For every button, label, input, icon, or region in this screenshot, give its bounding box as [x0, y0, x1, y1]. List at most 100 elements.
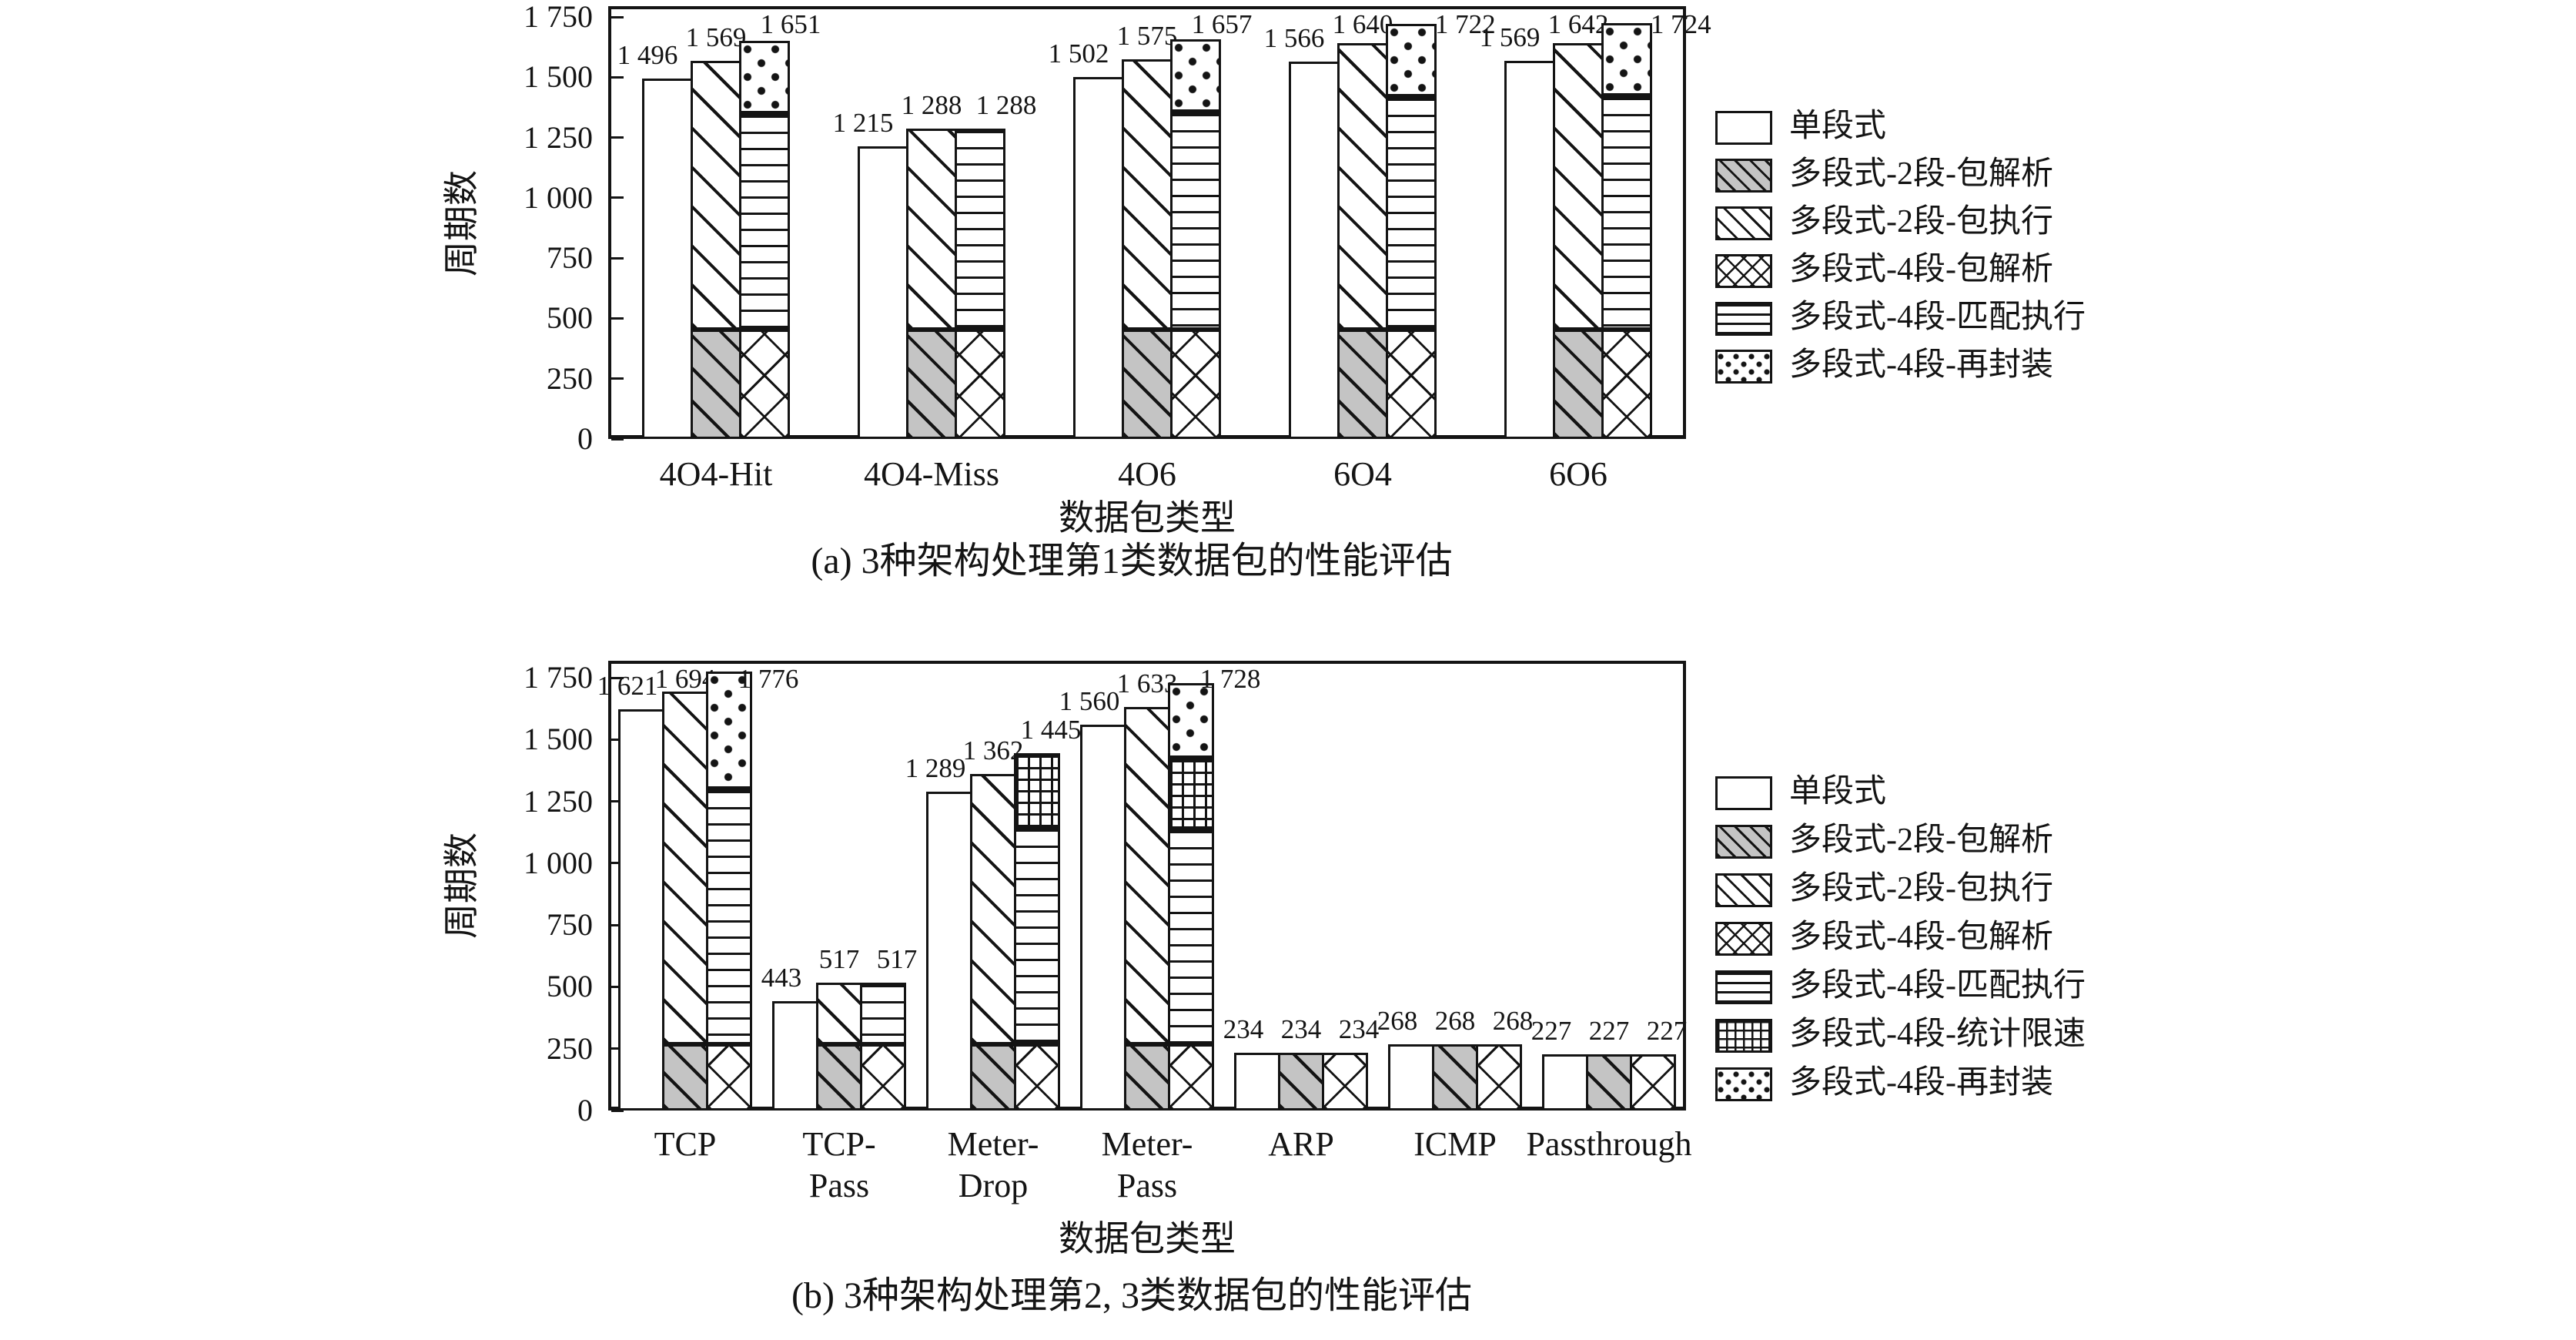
- legend-item-label: 多段式-4段-再封装: [1789, 347, 2053, 383]
- bar-segment-grid: [1014, 752, 1060, 828]
- bar-segment-diag: [1337, 43, 1388, 330]
- legend-item-label: 多段式-4段-匹配执行: [1789, 968, 2086, 1003]
- y-tick-mark: [611, 256, 624, 260]
- bar-value-label: 1 445: [1020, 714, 1082, 745]
- bar-value-label: 227: [1646, 1016, 1688, 1047]
- figure-caption-a: (a) 3种架构处理第1类数据包的性能评估: [811, 541, 1453, 581]
- bar-segment-plain: [642, 78, 693, 439]
- bar-value-label: 227: [1588, 1016, 1630, 1047]
- bar-segment-cross: [706, 1044, 752, 1111]
- bar-segment-diag: [906, 128, 957, 330]
- y-tick-mark: [611, 1109, 624, 1112]
- y-tick-label: 1 000: [524, 179, 593, 215]
- legend-item-label: 多段式-4段-匹配执行: [1789, 300, 2086, 335]
- bar-segment-grid: [1168, 758, 1214, 829]
- category-label: Meter-: [947, 1125, 1039, 1163]
- bar-segment-plain: [1542, 1054, 1588, 1111]
- bar-segment-diag: [1122, 59, 1173, 330]
- bar-segment-plain: [618, 709, 664, 1111]
- bar-segment-plain: [858, 146, 908, 439]
- bar-segment-gray-diag: [691, 329, 741, 439]
- bar-segment-diag: [816, 982, 862, 1044]
- legend-swatch-diag-icon: [1715, 206, 1772, 240]
- bar-value-label: 227: [1531, 1016, 1572, 1047]
- category-label: 4O4-Hit: [659, 455, 773, 493]
- bar-segment-plain: [1234, 1052, 1280, 1111]
- bar-segment-cross: [1170, 329, 1221, 439]
- bar-segment-plain: [1080, 725, 1126, 1111]
- y-tick-label: 1 750: [524, 660, 593, 695]
- category-label: TCP-: [802, 1125, 876, 1163]
- bar-segment-cross: [1386, 329, 1437, 439]
- bar-segment-gray-diag: [662, 1044, 708, 1111]
- bar-value-label: 517: [818, 943, 860, 974]
- legend-swatch-cross-icon: [1715, 922, 1772, 956]
- legend-swatch-diag-icon: [1715, 873, 1772, 907]
- y-tick-mark: [611, 676, 624, 679]
- legend-swatch-plain-icon: [1715, 776, 1772, 810]
- bar-segment-hlines: [739, 113, 790, 330]
- category-label: ARP: [1268, 1125, 1334, 1163]
- bar-value-label: 234: [1338, 1013, 1380, 1044]
- legend-item-label: 多段式-2段-包解析: [1789, 156, 2053, 192]
- legend-swatch-gray-diag-icon: [1715, 159, 1772, 193]
- y-tick-mark: [611, 1047, 624, 1050]
- bar-segment-gray-diag: [906, 329, 957, 439]
- bar-segment-gray-diag: [1586, 1054, 1632, 1111]
- bar-value-label: 1 633: [1116, 668, 1178, 698]
- bar-segment-plain: [1073, 76, 1124, 439]
- y-tick-label: 1 750: [524, 0, 593, 34]
- bar-segment-diag: [691, 60, 741, 330]
- legend-item-label: 多段式-4段-再封装: [1789, 1065, 2053, 1100]
- legend-item-label: 多段式-4段-包解析: [1789, 252, 2053, 287]
- y-tick-mark: [611, 985, 624, 988]
- bar-value-label: 1 642: [1547, 9, 1609, 39]
- bar-segment-gray-diag: [1278, 1052, 1324, 1111]
- bar-value-label: 1 657: [1191, 9, 1253, 39]
- bar-segment-hlines: [706, 788, 752, 1044]
- bar-segment-hlines: [1601, 95, 1652, 330]
- bar-value-label: 1 651: [760, 9, 821, 39]
- bar-value-label: 1 722: [1434, 9, 1496, 39]
- bar-value-label: 1 215: [832, 107, 894, 138]
- bar-segment-gray-diag: [1337, 329, 1388, 439]
- bar-segment-plain: [1388, 1044, 1434, 1111]
- bar-segment-gray-diag: [816, 1044, 862, 1111]
- legend-swatch-dots-icon: [1715, 350, 1772, 384]
- bar-value-label: 1 566: [1263, 22, 1325, 53]
- bar-segment-gray-diag: [970, 1044, 1016, 1111]
- category-label: Passthrough: [1526, 1125, 1692, 1163]
- bar-segment-cross: [1476, 1044, 1522, 1111]
- x-axis-title-b: 数据包类型: [1059, 1219, 1236, 1258]
- category-label: Pass: [808, 1167, 870, 1204]
- bar-segment-cross: [1601, 329, 1652, 439]
- bar-segment-gray-diag: [1432, 1044, 1478, 1111]
- legend-swatch-plain-icon: [1715, 111, 1772, 145]
- bar-value-label: 1 569: [1479, 22, 1541, 52]
- y-tick-mark: [611, 923, 624, 926]
- y-tick-mark: [611, 15, 624, 18]
- y-tick-mark: [611, 196, 624, 199]
- bar-value-label: 1 621: [597, 671, 658, 702]
- bar-value-label: 1 728: [1199, 664, 1261, 694]
- category-label: 6O4: [1333, 455, 1392, 493]
- y-tick-label: 750: [547, 907, 593, 943]
- bar-segment-hlines: [955, 128, 1005, 330]
- bar-value-label: 268: [1377, 1005, 1418, 1036]
- figure-caption-b: (b) 3种架构处理第2, 3类数据包的性能评估: [791, 1275, 1472, 1316]
- category-label: Meter-: [1101, 1125, 1193, 1163]
- bar-segment-dots: [706, 671, 752, 789]
- legend-item-label: 多段式-2段-包执行: [1789, 871, 2053, 906]
- bar-value-label: 1 694: [654, 664, 716, 694]
- bar-value-label: 1 362: [962, 735, 1024, 765]
- bar-segment-dots: [1601, 23, 1652, 96]
- bar-value-label: 1 288: [975, 89, 1037, 120]
- category-label: 4O6: [1118, 455, 1176, 493]
- legend-item-label: 单段式: [1789, 774, 1887, 809]
- legend-swatch-dots-icon: [1715, 1067, 1772, 1101]
- legend-swatch-hlines-icon: [1715, 970, 1772, 1004]
- legend-item-label: 多段式-2段-包执行: [1789, 204, 2053, 240]
- bar-segment-dots: [1170, 39, 1221, 112]
- bar-segment-hlines: [1168, 828, 1214, 1044]
